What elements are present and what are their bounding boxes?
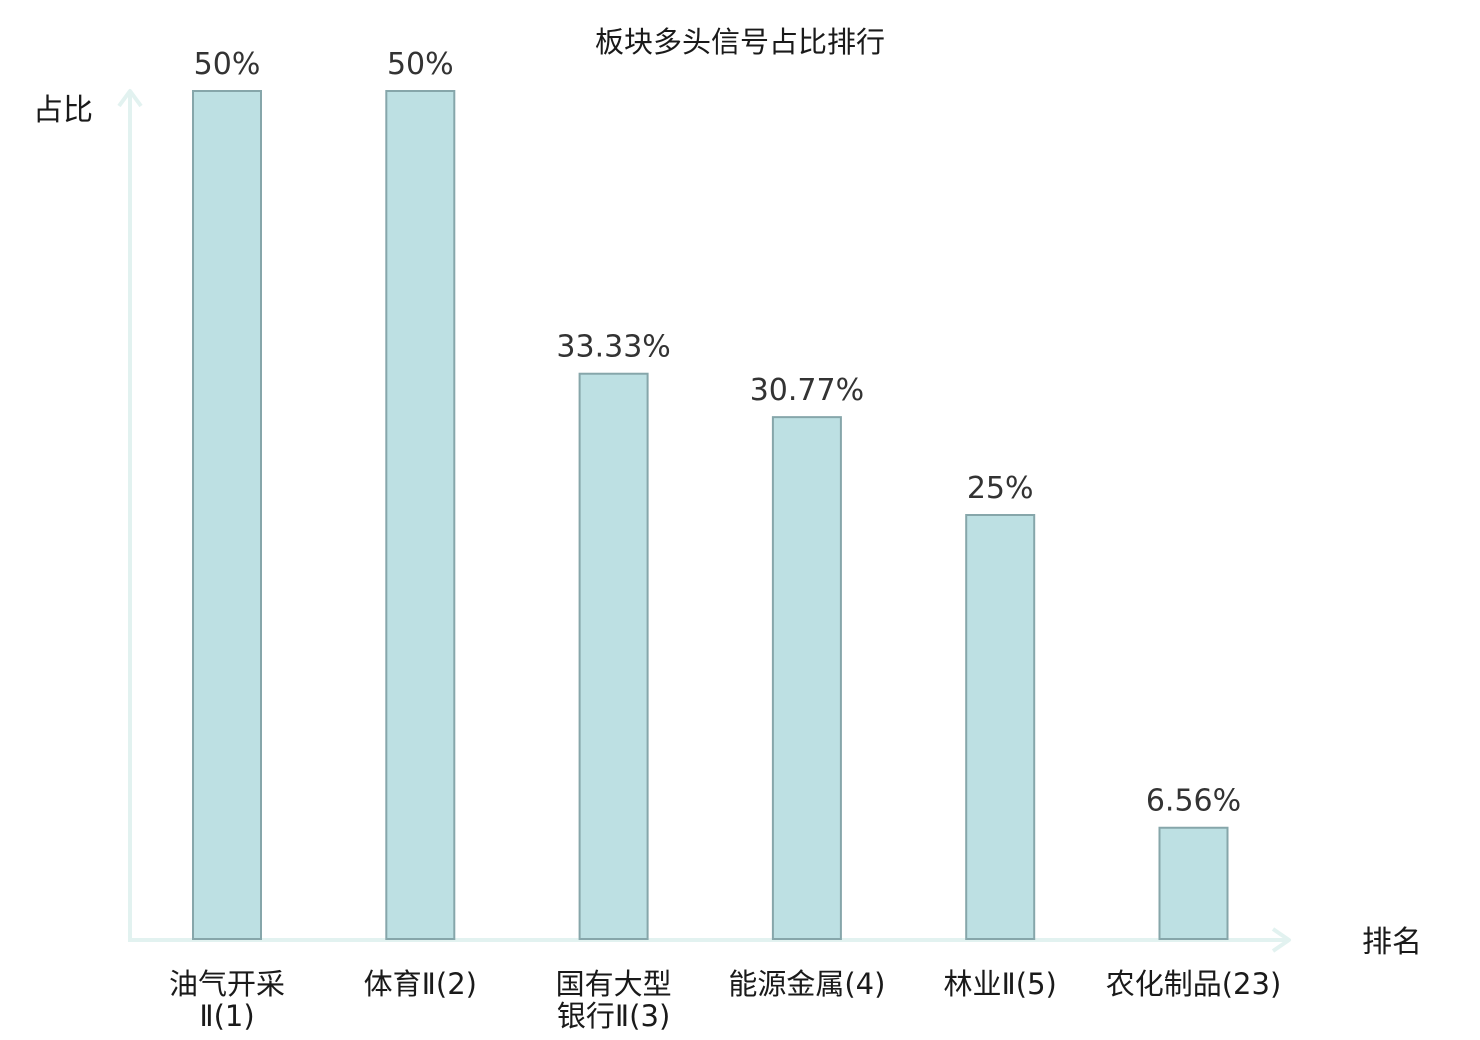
x-tick-label: Ⅱ(1): [199, 999, 254, 1033]
x-tick-label: 国有大型: [556, 967, 672, 1001]
x-tick-label: 体育Ⅱ(2): [364, 967, 477, 1001]
bar-value-label: 33.33%: [556, 330, 670, 365]
bar: [1158, 826, 1229, 940]
bar: [578, 372, 649, 940]
x-tick-label: 能源金属(4): [728, 967, 885, 1001]
x-tick-label: 油气开采: [169, 967, 285, 1001]
bar: [965, 514, 1036, 940]
y-axis-arrow: [117, 89, 143, 108]
bar-value-label: 30.77%: [750, 373, 864, 408]
bar: [192, 90, 262, 940]
x-axis-label: 排名: [1362, 925, 1422, 960]
x-axis-arrow: [1271, 927, 1291, 953]
y-axis-label: 占比: [33, 93, 93, 128]
bar: [771, 416, 842, 940]
x-tick-label: 银行Ⅱ(3): [557, 999, 670, 1033]
x-tick-label: 农化制品(23): [1106, 967, 1282, 1001]
bar-value-label: 25%: [967, 471, 1034, 506]
x-tick-label: 林业Ⅱ(5): [944, 967, 1057, 1001]
chart-title: 板块多头信号占比排行: [595, 25, 885, 59]
bar-value-label: 50%: [387, 47, 454, 82]
bar-value-label: 50%: [194, 47, 261, 82]
bar-value-label: 6.56%: [1146, 784, 1241, 819]
bar: [385, 90, 456, 940]
